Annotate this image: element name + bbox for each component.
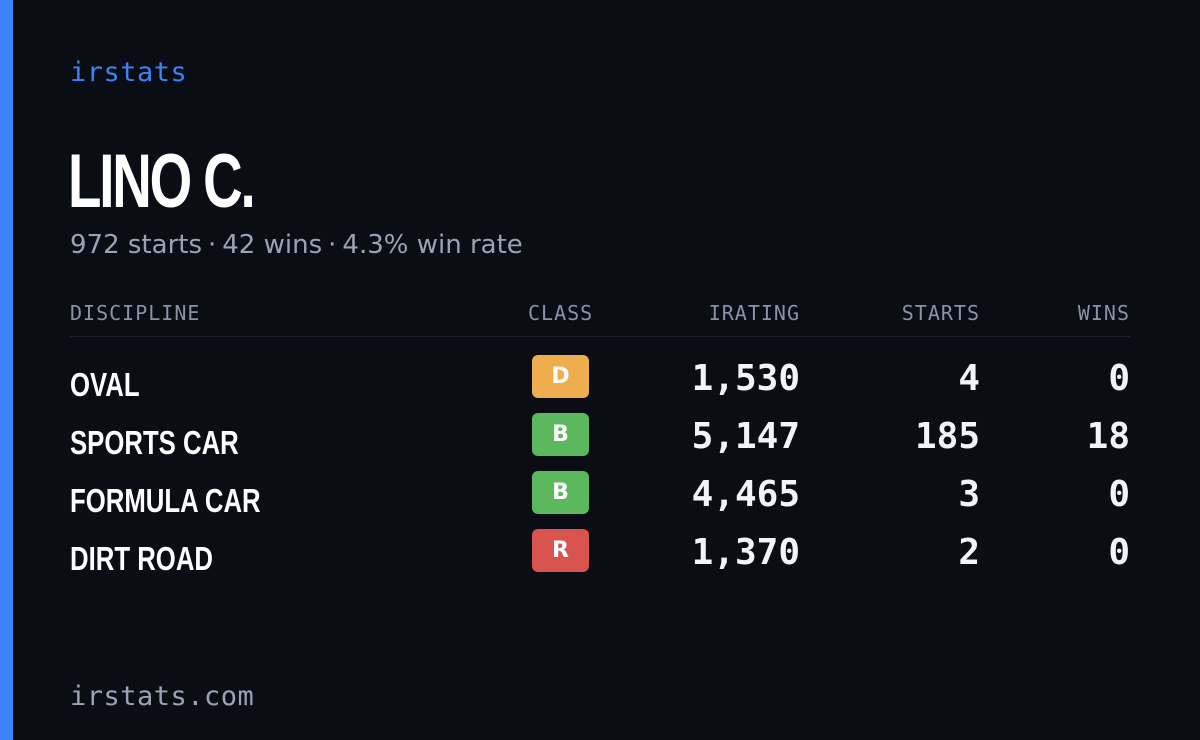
class-badge: D bbox=[532, 355, 589, 398]
wins-count: 42 wins bbox=[222, 230, 323, 260]
driver-name: LINO C. bbox=[68, 139, 256, 224]
starts-count: 972 starts bbox=[70, 230, 202, 260]
header-starts: STARTS bbox=[901, 301, 980, 325]
brand-logo[interactable]: irstats bbox=[70, 57, 188, 88]
table-body: OVAL D 1,530 4 0 SPORTS CAR B 5,147 185 … bbox=[70, 353, 1130, 585]
wins-value: 0 bbox=[1108, 358, 1130, 399]
irating-value: 1,530 bbox=[691, 358, 800, 399]
wins-value: 18 bbox=[1086, 416, 1130, 457]
wins-value: 0 bbox=[1108, 532, 1130, 573]
license-table: DISCIPLINE CLASS IRATING STARTS WINS OVA… bbox=[70, 298, 1130, 585]
accent-bar bbox=[0, 0, 13, 740]
class-badge: R bbox=[532, 529, 589, 572]
irating-value: 4,465 bbox=[691, 474, 800, 515]
header-class: CLASS bbox=[528, 301, 594, 325]
starts-value: 185 bbox=[914, 416, 980, 457]
irating-value: 1,370 bbox=[691, 532, 800, 573]
starts-value: 4 bbox=[958, 358, 980, 399]
table-header: DISCIPLINE CLASS IRATING STARTS WINS bbox=[70, 298, 1130, 337]
table-row: FORMULA CAR B 4,465 3 0 bbox=[70, 469, 1130, 527]
driver-summary: 972 starts · 42 wins · 4.3% win rate bbox=[70, 228, 523, 262]
win-rate: 4.3% win rate bbox=[342, 230, 523, 260]
class-badge: B bbox=[532, 413, 589, 456]
class-badge: B bbox=[532, 471, 589, 514]
discipline-name: SPORTS CAR bbox=[70, 424, 239, 461]
site-url[interactable]: irstats.com bbox=[70, 681, 255, 712]
discipline-name: FORMULA CAR bbox=[70, 482, 261, 519]
header-irating: IRATING bbox=[708, 301, 800, 325]
wins-value: 0 bbox=[1108, 474, 1130, 515]
starts-value: 3 bbox=[958, 474, 980, 515]
table-row: DIRT ROAD R 1,370 2 0 bbox=[70, 527, 1130, 585]
separator: · bbox=[208, 230, 217, 260]
discipline-name: DIRT ROAD bbox=[70, 540, 213, 577]
discipline-name: OVAL bbox=[70, 366, 140, 403]
separator: · bbox=[328, 230, 337, 260]
header-wins: WINS bbox=[1077, 301, 1130, 325]
table-row: OVAL D 1,530 4 0 bbox=[70, 353, 1130, 411]
table-row: SPORTS CAR B 5,147 185 18 bbox=[70, 411, 1130, 469]
irating-value: 5,147 bbox=[691, 416, 800, 457]
starts-value: 2 bbox=[958, 532, 980, 573]
header-discipline: DISCIPLINE bbox=[70, 301, 201, 325]
